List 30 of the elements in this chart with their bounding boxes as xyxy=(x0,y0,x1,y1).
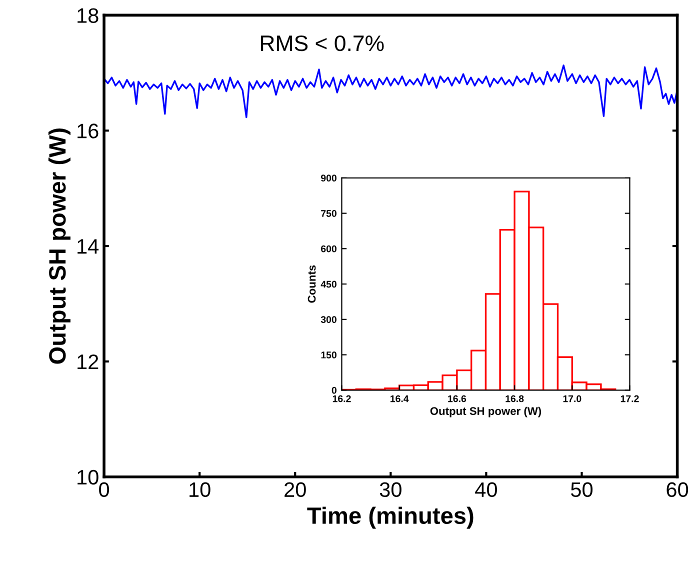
x-tick-label: 17.2 xyxy=(620,395,639,402)
x-tick-label: 16.8 xyxy=(506,395,524,402)
y-tick-label: 300 xyxy=(320,316,336,324)
y-tick-label: 0 xyxy=(332,386,336,394)
x-tick-label: 50 xyxy=(570,482,593,498)
x-tick-label: 16.2 xyxy=(332,395,351,402)
x-tick-label: 16.4 xyxy=(390,395,409,402)
y-tick-label: 16 xyxy=(78,124,98,138)
x-tick-label: 10 xyxy=(190,482,210,498)
x-axis-title: Time (minutes) xyxy=(307,506,474,529)
x-tick-label: 60 xyxy=(666,482,688,498)
annotation: RMS < 0.7% xyxy=(261,35,384,52)
y-axis-title: Counts xyxy=(308,265,316,303)
x-tick-label: 0 xyxy=(99,482,110,498)
y-axis-title: Output SH power (W) xyxy=(48,128,70,364)
x-tick-label: 40 xyxy=(475,482,497,498)
x-tick-label: 20 xyxy=(284,482,306,498)
y-tick-label: 18 xyxy=(78,8,98,23)
x-axis-title: Output SH power (W) xyxy=(430,406,542,418)
x-tick-label: 17.0 xyxy=(563,395,582,402)
y-tick-label: 900 xyxy=(321,174,336,182)
y-tick-label: 600 xyxy=(321,245,336,252)
y-tick-label: 14 xyxy=(78,239,99,254)
y-tick-label: 450 xyxy=(320,280,336,288)
y-tick-label: 12 xyxy=(78,354,98,369)
x-tick-label: 30 xyxy=(380,482,402,498)
y-tick-label: 150 xyxy=(321,352,336,358)
y-tick-label: 750 xyxy=(321,210,336,217)
x-tick-label: 16.6 xyxy=(448,395,466,402)
y-tick-label: 10 xyxy=(78,470,98,485)
